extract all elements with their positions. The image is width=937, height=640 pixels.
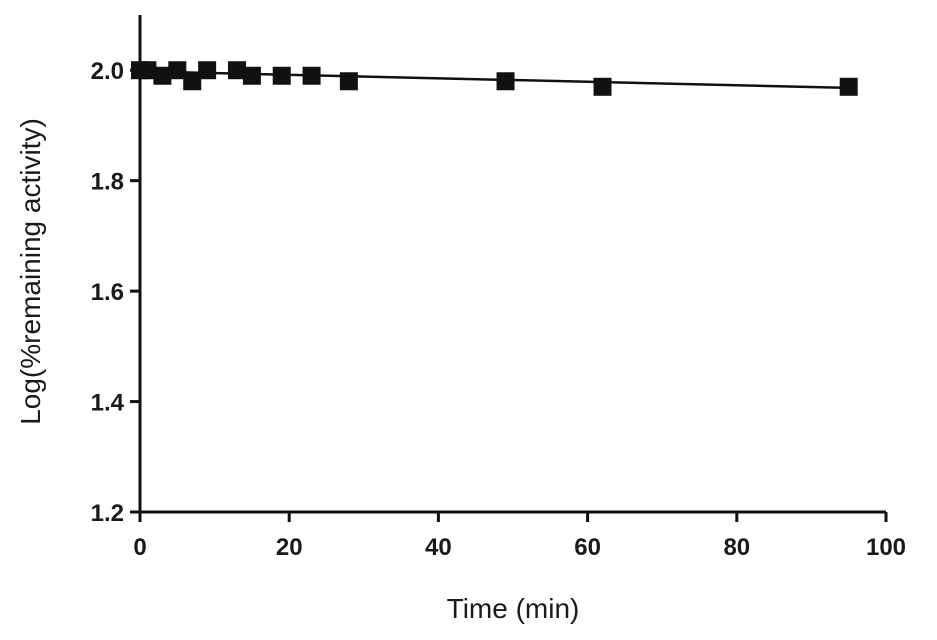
x-tick-label: 100 [866, 534, 906, 561]
data-point [227, 61, 246, 80]
data-point [138, 61, 157, 80]
y-tick-label: 1.4 [91, 390, 125, 417]
y-axis-ticks: 1.2 1.4 1.6 1.8 2.0 [91, 58, 140, 527]
y-tick-label: 1.8 [91, 169, 124, 196]
data-point [183, 72, 202, 91]
data-point [839, 77, 858, 96]
data-points [131, 61, 858, 96]
y-tick-label: 2.0 [91, 58, 124, 85]
axes [130, 15, 886, 514]
y-axis-title: Log(%remaining activity) [15, 118, 46, 425]
data-point [302, 66, 321, 85]
data-point [153, 66, 172, 85]
data-point [168, 61, 187, 80]
data-point [339, 72, 358, 91]
data-point [242, 66, 261, 85]
data-point [496, 72, 515, 91]
x-tick-label: 60 [574, 534, 601, 561]
y-tick-label: 1.2 [91, 500, 124, 527]
x-tick-label: 80 [723, 534, 750, 561]
x-tick-label: 0 [133, 534, 146, 561]
x-axis-title: Time (min) [447, 593, 580, 624]
x-tick-label: 40 [425, 534, 452, 561]
x-axis-ticks: 0 20 40 60 80 100 [133, 512, 906, 561]
data-point [272, 66, 291, 85]
data-point [198, 61, 217, 80]
y-tick-label: 1.6 [91, 279, 124, 306]
data-point [593, 77, 612, 96]
x-tick-label: 20 [276, 534, 303, 561]
